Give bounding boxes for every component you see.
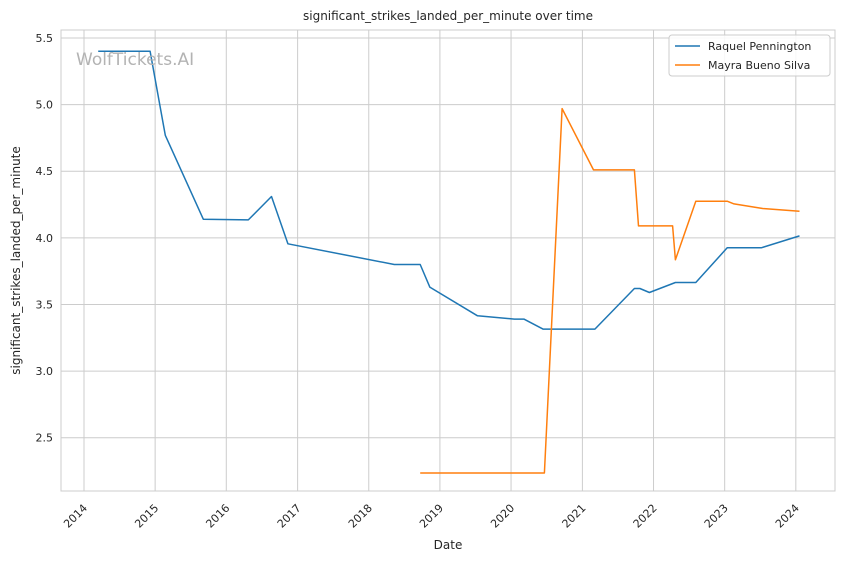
chart-title: significant_strikes_landed_per_minute ov… xyxy=(303,9,593,23)
x-tick-label: 2017 xyxy=(275,502,304,531)
series-line-mayra-bueno-silva xyxy=(420,107,800,474)
x-tick-label: 2021 xyxy=(560,502,589,531)
x-tick-label: 2024 xyxy=(773,502,802,531)
legend-label: Mayra Bueno Silva xyxy=(708,59,810,72)
plot-frame xyxy=(60,29,836,492)
x-tick-label: 2015 xyxy=(132,502,161,531)
y-tick-label: 3.5 xyxy=(36,298,54,311)
watermark-text: WolfTickets.AI xyxy=(76,50,194,70)
y-tick-label: 2.5 xyxy=(36,432,54,445)
legend-box xyxy=(668,34,831,77)
x-axis-label: Date xyxy=(434,538,463,552)
x-tick-label: 2014 xyxy=(61,502,90,531)
y-tick-label: 4.5 xyxy=(36,165,54,178)
x-tick-label: 2020 xyxy=(488,502,517,531)
x-tick-label: 2023 xyxy=(702,502,731,531)
y-tick-label: 5.5 xyxy=(36,32,54,45)
series-line-raquel-pennington xyxy=(98,50,800,330)
legend: Raquel Pennington Mayra Bueno Silva xyxy=(668,34,831,77)
x-tick-label: 2016 xyxy=(203,502,232,531)
y-axis-label: significant_strikes_landed_per_minute xyxy=(9,146,23,375)
x-tick-label: 2022 xyxy=(631,502,660,531)
tick-layer: 2014 2015 2016 2017 2018 2019 2020 2021 2022 2023… xyxy=(36,32,802,531)
series-layer xyxy=(98,50,800,474)
grid-layer xyxy=(61,30,835,491)
x-tick-label: 2018 xyxy=(346,502,375,531)
legend-label: Raquel Pennington xyxy=(708,40,811,53)
y-tick-label: 5.0 xyxy=(36,99,54,112)
y-tick-label: 3.0 xyxy=(36,365,54,378)
y-tick-label: 4.0 xyxy=(36,232,54,245)
x-tick-label: 2019 xyxy=(417,502,446,531)
